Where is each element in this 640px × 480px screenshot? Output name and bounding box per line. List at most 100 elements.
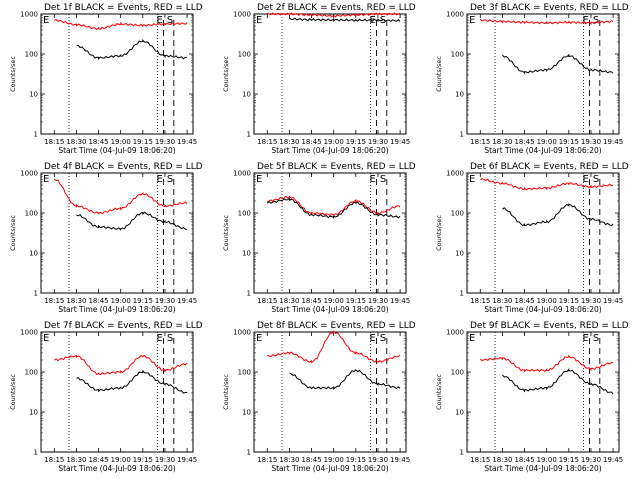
x-tick-label: 19:00 [111, 297, 131, 305]
x-tick-label: 18:30 [279, 297, 299, 305]
y-tick-label: 1 [34, 449, 38, 457]
x-tick-label: 19:15 [346, 456, 366, 464]
plot-frame [40, 13, 194, 135]
x-tick-label: 18:15 [257, 138, 277, 146]
y-tick-label: 1000 [446, 11, 464, 19]
y-tick-label: 10 [242, 250, 251, 258]
marker-E-label: E [156, 174, 162, 185]
x-tick-label: 18:45 [88, 138, 108, 146]
series-events-line [502, 53, 614, 75]
marker-E-label: E [369, 174, 375, 185]
x-tick-label: 19:30 [155, 456, 175, 464]
y-axis-label: Counts/sec [222, 374, 230, 410]
series-events-line [76, 369, 188, 394]
marker-E-label: E [369, 333, 375, 344]
y-tick-label: 10 [242, 91, 251, 99]
x-tick-label: 19:30 [581, 456, 601, 464]
series-events-line [76, 211, 188, 232]
marker-E-start-label: E [43, 333, 49, 344]
y-tick-label: 1000 [20, 11, 38, 19]
y-axis-label: Counts/sec [435, 56, 443, 92]
x-tick-label: 18:30 [279, 138, 299, 146]
x-tick-label: 19:30 [368, 138, 388, 146]
panel-title: Det 3f BLACK = Events, RED = LLD [470, 3, 629, 13]
x-tick-label: 18:15 [257, 456, 277, 464]
x-axis-label: Start Time (04-Jul-09 18:06:20) [271, 146, 388, 155]
y-tick-label: 10 [29, 91, 38, 99]
panel-8: Det 8f BLACK = Events, RED = LLD 1 10 100 10… [222, 321, 416, 473]
y-tick-label: 1000 [446, 170, 464, 178]
plot-frame [40, 172, 194, 294]
marker-S-label: S [380, 333, 386, 344]
marker-S-label: S [167, 174, 173, 185]
y-tick-label: 10 [455, 409, 464, 417]
series-lld-line [479, 177, 614, 191]
x-axis-label: Start Time (04-Jul-09 18:06:20) [58, 146, 175, 155]
x-axis-label: Start Time (04-Jul-09 18:06:20) [484, 305, 601, 314]
panel-title: Det 8f BLACK = Events, RED = LLD [257, 321, 416, 331]
panel-title: Det 5f BLACK = Events, RED = LLD [257, 162, 416, 172]
y-tick-label: 1 [34, 290, 38, 298]
marker-S-label: S [167, 333, 173, 344]
plot-frame [253, 13, 407, 135]
y-axis-label: Counts/sec [9, 374, 17, 410]
x-tick-label: 19:15 [133, 138, 153, 146]
panel-title: Det 6f BLACK = Events, RED = LLD [470, 162, 629, 172]
marker-E-start-label: E [256, 15, 262, 26]
x-tick-label: 18:15 [470, 138, 490, 146]
series-lld-line [479, 354, 614, 373]
x-tick-label: 19:15 [559, 297, 579, 305]
x-axis-label: Start Time (04-Jul-09 18:06:20) [271, 305, 388, 314]
x-tick-label: 19:15 [133, 297, 153, 305]
x-tick-label: 18:15 [470, 297, 490, 305]
x-tick-label: 18:45 [514, 138, 534, 146]
x-tick-label: 19:00 [324, 138, 344, 146]
x-tick-label: 18:30 [66, 456, 86, 464]
panel-1: Det 1f BLACK = Events, RED = LLD 1 10 100 10… [9, 3, 203, 155]
y-tick-label: 1 [247, 131, 251, 139]
y-tick-label: 10 [455, 91, 464, 99]
x-tick-label: 19:15 [559, 138, 579, 146]
x-tick-label: 19:30 [368, 456, 388, 464]
x-tick-label: 19:00 [537, 138, 557, 146]
series-events-line [266, 197, 401, 219]
x-tick-label: 18:30 [492, 297, 512, 305]
x-tick-label: 18:15 [470, 456, 490, 464]
series-events-line [502, 368, 614, 395]
y-tick-label: 1 [460, 131, 464, 139]
y-tick-label: 1000 [233, 11, 251, 19]
x-tick-label: 19:00 [537, 456, 557, 464]
y-tick-label: 100 [25, 210, 38, 218]
x-tick-label: 19:45 [177, 456, 197, 464]
y-tick-label: 100 [238, 369, 251, 377]
y-tick-label: 10 [29, 409, 38, 417]
plot-frame [466, 331, 620, 453]
marker-E-label: E [156, 333, 162, 344]
series-lld-line [53, 178, 188, 215]
x-axis-label: Start Time (04-Jul-09 18:06:20) [58, 464, 175, 473]
x-tick-label: 19:45 [177, 297, 197, 305]
marker-E-label: E [582, 333, 588, 344]
marker-E-label: E [582, 174, 588, 185]
x-tick-label: 19:45 [390, 456, 410, 464]
marker-S-label: S [167, 15, 173, 26]
y-tick-label: 1 [247, 290, 251, 298]
y-tick-label: 1000 [20, 170, 38, 178]
y-tick-label: 100 [451, 210, 464, 218]
x-tick-label: 18:15 [44, 456, 64, 464]
marker-S-label: S [380, 15, 386, 26]
panel-7: Det 7f BLACK = Events, RED = LLD 1 10 100 10… [9, 321, 203, 473]
y-tick-label: 100 [451, 51, 464, 59]
x-tick-label: 18:45 [301, 138, 321, 146]
panel-2: Det 2f BLACK = Events, RED = LLD 1 10 100 10… [222, 3, 416, 155]
x-tick-label: 19:30 [581, 138, 601, 146]
x-tick-label: 19:30 [155, 138, 175, 146]
x-tick-label: 18:30 [279, 456, 299, 464]
series-events-line [289, 368, 401, 390]
marker-S-label: S [593, 15, 599, 26]
x-tick-label: 18:45 [88, 297, 108, 305]
y-tick-label: 1000 [233, 329, 251, 337]
y-tick-label: 1000 [20, 329, 38, 337]
marker-S-label: S [593, 333, 599, 344]
